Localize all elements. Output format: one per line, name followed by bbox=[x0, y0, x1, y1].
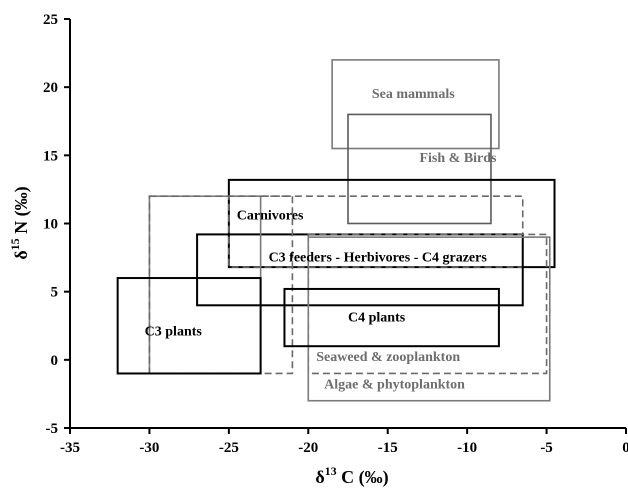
region-box-c4-plants-10 bbox=[283, 287, 500, 348]
ticks-layer: -35 -30 -25 -20 -15 -10 -5 0 -5 0 5 10 15 20 25 bbox=[43, 12, 628, 456]
y-tick-label: 15 bbox=[43, 148, 58, 164]
x-tick-label: -35 bbox=[60, 440, 80, 456]
x-tick-label: -5 bbox=[540, 440, 553, 456]
region-box-algae-and-phytoplankton-6 bbox=[307, 236, 551, 402]
region-box-fish-and-birds-1 bbox=[347, 113, 492, 225]
region-box-c3-plants-9 bbox=[116, 277, 262, 375]
region-box-sea-mammals-0 bbox=[331, 59, 500, 150]
y-axis-title-delta: δ bbox=[11, 250, 31, 259]
y-tick-label: 5 bbox=[51, 285, 59, 301]
region-label-c3-feeders-herbivores-c4-grazers: C3 feeders - Herbivores - C4 grazers bbox=[269, 251, 488, 266]
x-tick-label: -10 bbox=[457, 440, 477, 456]
region-label-seaweed-and-zooplankton: Seaweed & zooplankton bbox=[316, 350, 460, 365]
x-tick-label: -20 bbox=[298, 440, 318, 456]
x-axis-title-rest: C (‰) bbox=[337, 467, 389, 488]
y-axis-title: δ15 N (‰) bbox=[8, 186, 32, 259]
x-tick-label: -30 bbox=[139, 440, 159, 456]
x-tick-label: 0 bbox=[622, 440, 628, 456]
y-tick-label: 10 bbox=[43, 217, 58, 233]
x-axis-title-delta: δ bbox=[315, 467, 324, 487]
region-label-sea-mammals: Sea mammals bbox=[372, 87, 455, 102]
region-label-c4-plants: C4 plants bbox=[348, 311, 406, 326]
y-tick-label: 25 bbox=[43, 12, 58, 28]
y-axis-title-sup: 15 bbox=[8, 238, 22, 250]
y-tick-label: -5 bbox=[46, 421, 59, 437]
region-label-c3-plants: C3 plants bbox=[145, 324, 203, 339]
y-tick-label: 0 bbox=[51, 353, 59, 369]
y-axis-title-rest: N (‰) bbox=[11, 186, 32, 238]
region-label-fish-and-birds: Fish & Birds bbox=[419, 151, 497, 166]
region-label-algae-and-phytoplankton: Algae & phytoplankton bbox=[324, 377, 465, 392]
region-box-c3-feeders-herbivores-c4-grazers-3 bbox=[228, 195, 524, 268]
x-tick-label: -25 bbox=[219, 440, 239, 456]
labels-layer: Sea mammals Fish & Birds Carnivores C3 feed… bbox=[145, 87, 497, 392]
y-tick-label: 20 bbox=[43, 80, 58, 96]
x-axis-title: δ13 C (‰) bbox=[315, 464, 388, 488]
x-tick-label: -15 bbox=[378, 440, 398, 456]
region-box-c3-feeders-herbivores-c4-grazers-4 bbox=[196, 233, 524, 307]
x-axis-title-sup: 13 bbox=[325, 464, 337, 478]
region-label-carnivores: Carnivores bbox=[237, 208, 304, 223]
regions-layer bbox=[116, 59, 556, 402]
